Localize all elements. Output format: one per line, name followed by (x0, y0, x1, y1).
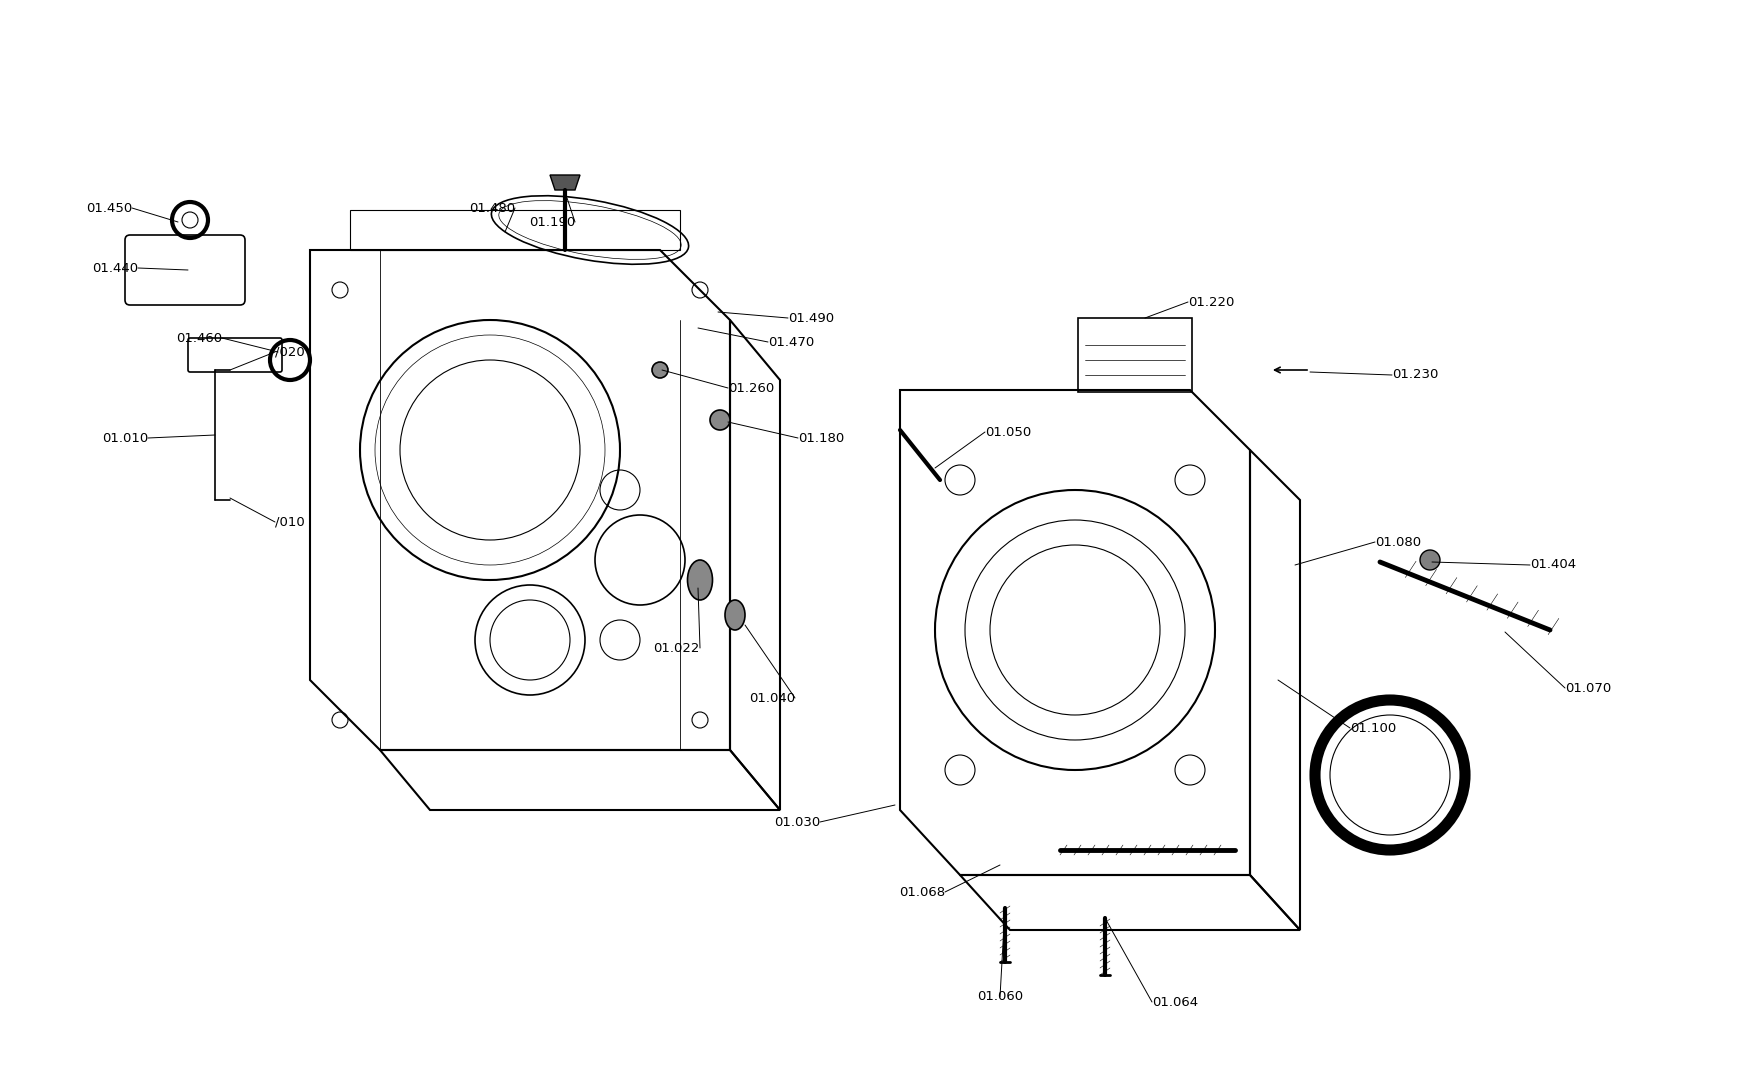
Text: 01.220: 01.220 (1188, 295, 1233, 308)
Text: 01.260: 01.260 (727, 382, 774, 395)
Text: 01.010: 01.010 (101, 431, 148, 444)
Text: 01.080: 01.080 (1374, 535, 1421, 549)
Ellipse shape (725, 600, 744, 630)
Circle shape (710, 410, 730, 430)
Text: 01.440: 01.440 (92, 261, 137, 275)
Text: 01.100: 01.100 (1349, 721, 1395, 734)
Text: 01.190: 01.190 (529, 215, 574, 229)
Text: 01.068: 01.068 (899, 886, 944, 899)
Polygon shape (550, 175, 579, 190)
Text: 01.460: 01.460 (176, 332, 223, 345)
Text: 01.450: 01.450 (85, 201, 132, 214)
Text: 01.040: 01.040 (748, 691, 795, 704)
Text: 01.470: 01.470 (767, 336, 814, 349)
Circle shape (652, 362, 668, 378)
Text: 01.490: 01.490 (788, 311, 833, 324)
Text: 01.070: 01.070 (1563, 682, 1610, 694)
Text: 01.064: 01.064 (1151, 995, 1198, 1009)
Text: 01.022: 01.022 (654, 642, 699, 655)
Text: 01.060: 01.060 (976, 991, 1023, 1004)
Text: 01.030: 01.030 (774, 815, 819, 828)
Ellipse shape (687, 560, 711, 600)
Text: /010: /010 (275, 516, 304, 529)
Text: 01.180: 01.180 (798, 431, 843, 444)
Text: 01.404: 01.404 (1529, 559, 1576, 571)
Text: /020: /020 (275, 346, 304, 358)
Text: 01.480: 01.480 (468, 201, 515, 214)
Circle shape (1419, 550, 1440, 570)
Text: 01.230: 01.230 (1391, 368, 1438, 382)
Text: 01.050: 01.050 (984, 426, 1031, 439)
